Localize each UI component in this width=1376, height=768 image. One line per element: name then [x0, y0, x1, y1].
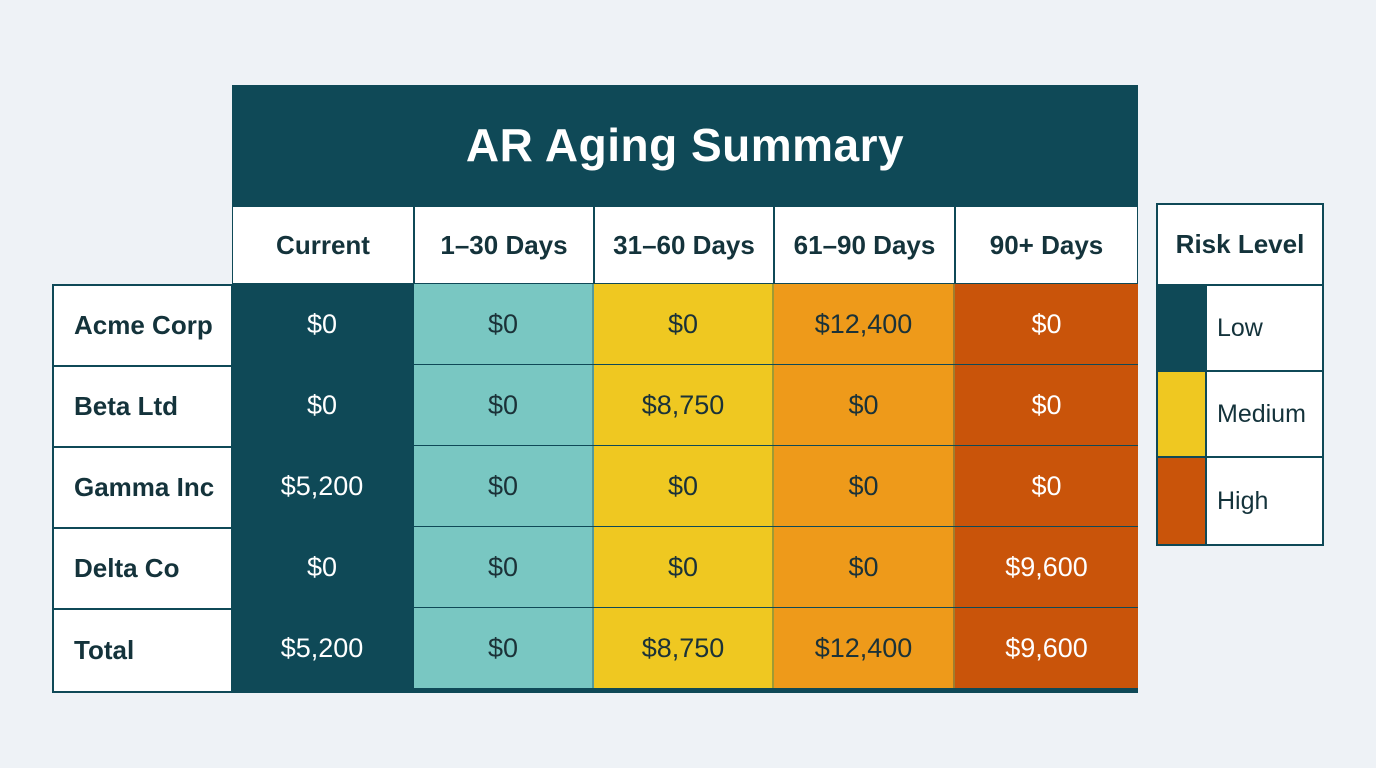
value-cell: $0 [414, 527, 594, 607]
value-cell: $0 [232, 365, 414, 445]
row-label-column: Acme Corp Beta Ltd Gamma Inc Delta Co Total [52, 284, 233, 693]
aging-value-grid: $0 $0 $0 $12,400 $0 $0 $0 $8,750 $0 $0 $5,200 $0 $0 $… [232, 284, 1138, 693]
value-cell: $0 [414, 446, 594, 526]
chart-title: AR Aging Summary [465, 119, 905, 171]
legend-items: Low Medium High [1158, 286, 1322, 544]
row-label: Acme Corp [54, 286, 231, 367]
value-cell: $0 [414, 284, 594, 364]
value-cell: $0 [232, 527, 414, 607]
value-cell: $0 [414, 365, 594, 445]
column-header-row: Current 1–30 Days 31–60 Days 61–90 Days 90+ … [232, 205, 1138, 285]
value-cell: $0 [955, 365, 1138, 445]
legend-item: Low [1158, 286, 1322, 372]
column-header: 90+ Days [955, 206, 1138, 284]
row-label: Beta Ltd [54, 367, 231, 448]
value-cell: $0 [594, 284, 774, 364]
value-cell: $9,600 [955, 527, 1138, 607]
value-cell: $12,400 [774, 284, 955, 364]
column-header: Current [232, 206, 414, 284]
value-cell: $0 [414, 608, 594, 688]
legend-swatch [1158, 372, 1207, 456]
legend-item: Medium [1158, 372, 1322, 458]
row-label: Gamma Inc [54, 448, 231, 529]
value-cell: $0 [774, 527, 955, 607]
value-cell: $9,600 [955, 608, 1138, 688]
value-cell: $0 [594, 446, 774, 526]
column-header: 31–60 Days [594, 206, 774, 284]
value-cell: $0 [955, 446, 1138, 526]
value-cell: $0 [774, 365, 955, 445]
legend-title: Risk Level [1158, 205, 1322, 286]
row-label: Delta Co [54, 529, 231, 610]
value-cell: $5,200 [232, 446, 414, 526]
value-cell: $8,750 [594, 365, 774, 445]
legend-label: Low [1217, 313, 1263, 342]
value-cell: $5,200 [232, 608, 414, 688]
column-header: 61–90 Days [774, 206, 955, 284]
legend-swatch [1158, 286, 1207, 370]
value-cell: $8,750 [594, 608, 774, 688]
value-cell: $0 [594, 527, 774, 607]
risk-legend: Risk Level Low Medium High [1156, 203, 1324, 546]
value-cell: $0 [232, 284, 414, 364]
row-label: Total [74, 635, 135, 665]
title-bar: AR Aging Summary [232, 85, 1138, 205]
column-header: 1–30 Days [414, 206, 594, 284]
legend-label: High [1217, 486, 1269, 515]
value-cell: $0 [955, 284, 1138, 364]
legend-swatch [1158, 458, 1207, 544]
value-cell: $0 [774, 446, 955, 526]
legend-label: Medium [1217, 399, 1306, 428]
value-cell: $12,400 [774, 608, 955, 688]
legend-item: High [1158, 458, 1322, 544]
